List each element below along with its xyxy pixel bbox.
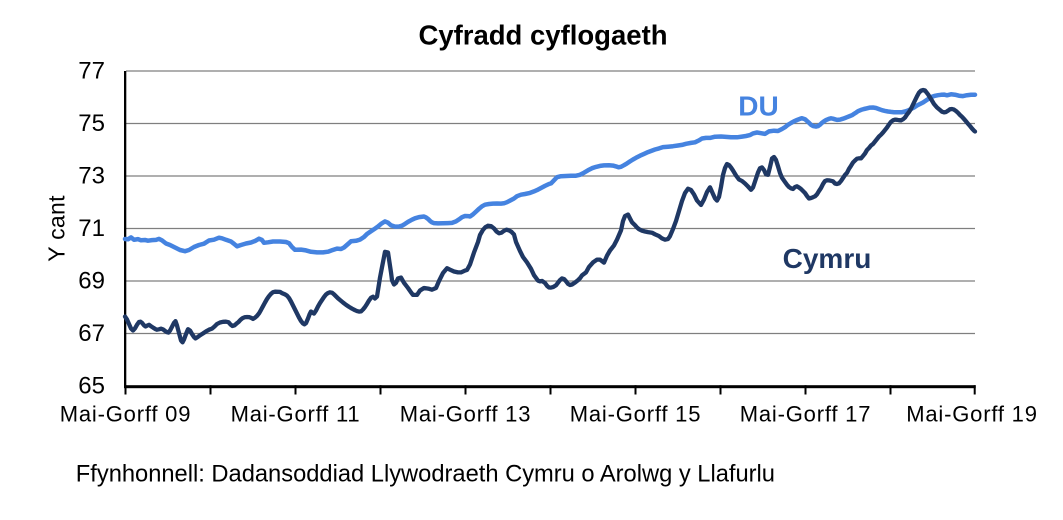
svg-text:Mai-Gorff 13: Mai-Gorff 13: [400, 402, 531, 427]
svg-text:Cyfradd cyflogaeth: Cyfradd cyflogaeth: [418, 19, 667, 50]
svg-text:65: 65: [78, 373, 105, 400]
svg-text:Mai-Gorff 19: Mai-Gorff 19: [906, 402, 1037, 427]
svg-text:71: 71: [78, 215, 105, 242]
svg-text:77: 77: [78, 58, 105, 85]
svg-text:Mai-Gorff 11: Mai-Gorff 11: [231, 402, 361, 427]
svg-text:69: 69: [78, 268, 105, 295]
svg-text:67: 67: [78, 320, 105, 347]
svg-text:Mai-Gorff 15: Mai-Gorff 15: [570, 402, 701, 427]
svg-text:Y cant: Y cant: [44, 195, 70, 262]
svg-text:DU: DU: [738, 91, 778, 122]
svg-text:Mai-Gorff 09: Mai-Gorff 09: [60, 402, 191, 427]
svg-text:Cymru: Cymru: [783, 243, 872, 274]
svg-text:75: 75: [78, 110, 105, 137]
svg-text:Ffynhonnell: Dadansoddiad Llyw: Ffynhonnell: Dadansoddiad Llywodraeth Cy…: [76, 462, 775, 488]
svg-text:73: 73: [78, 163, 105, 190]
svg-text:Mai-Gorff 17: Mai-Gorff 17: [740, 402, 871, 427]
